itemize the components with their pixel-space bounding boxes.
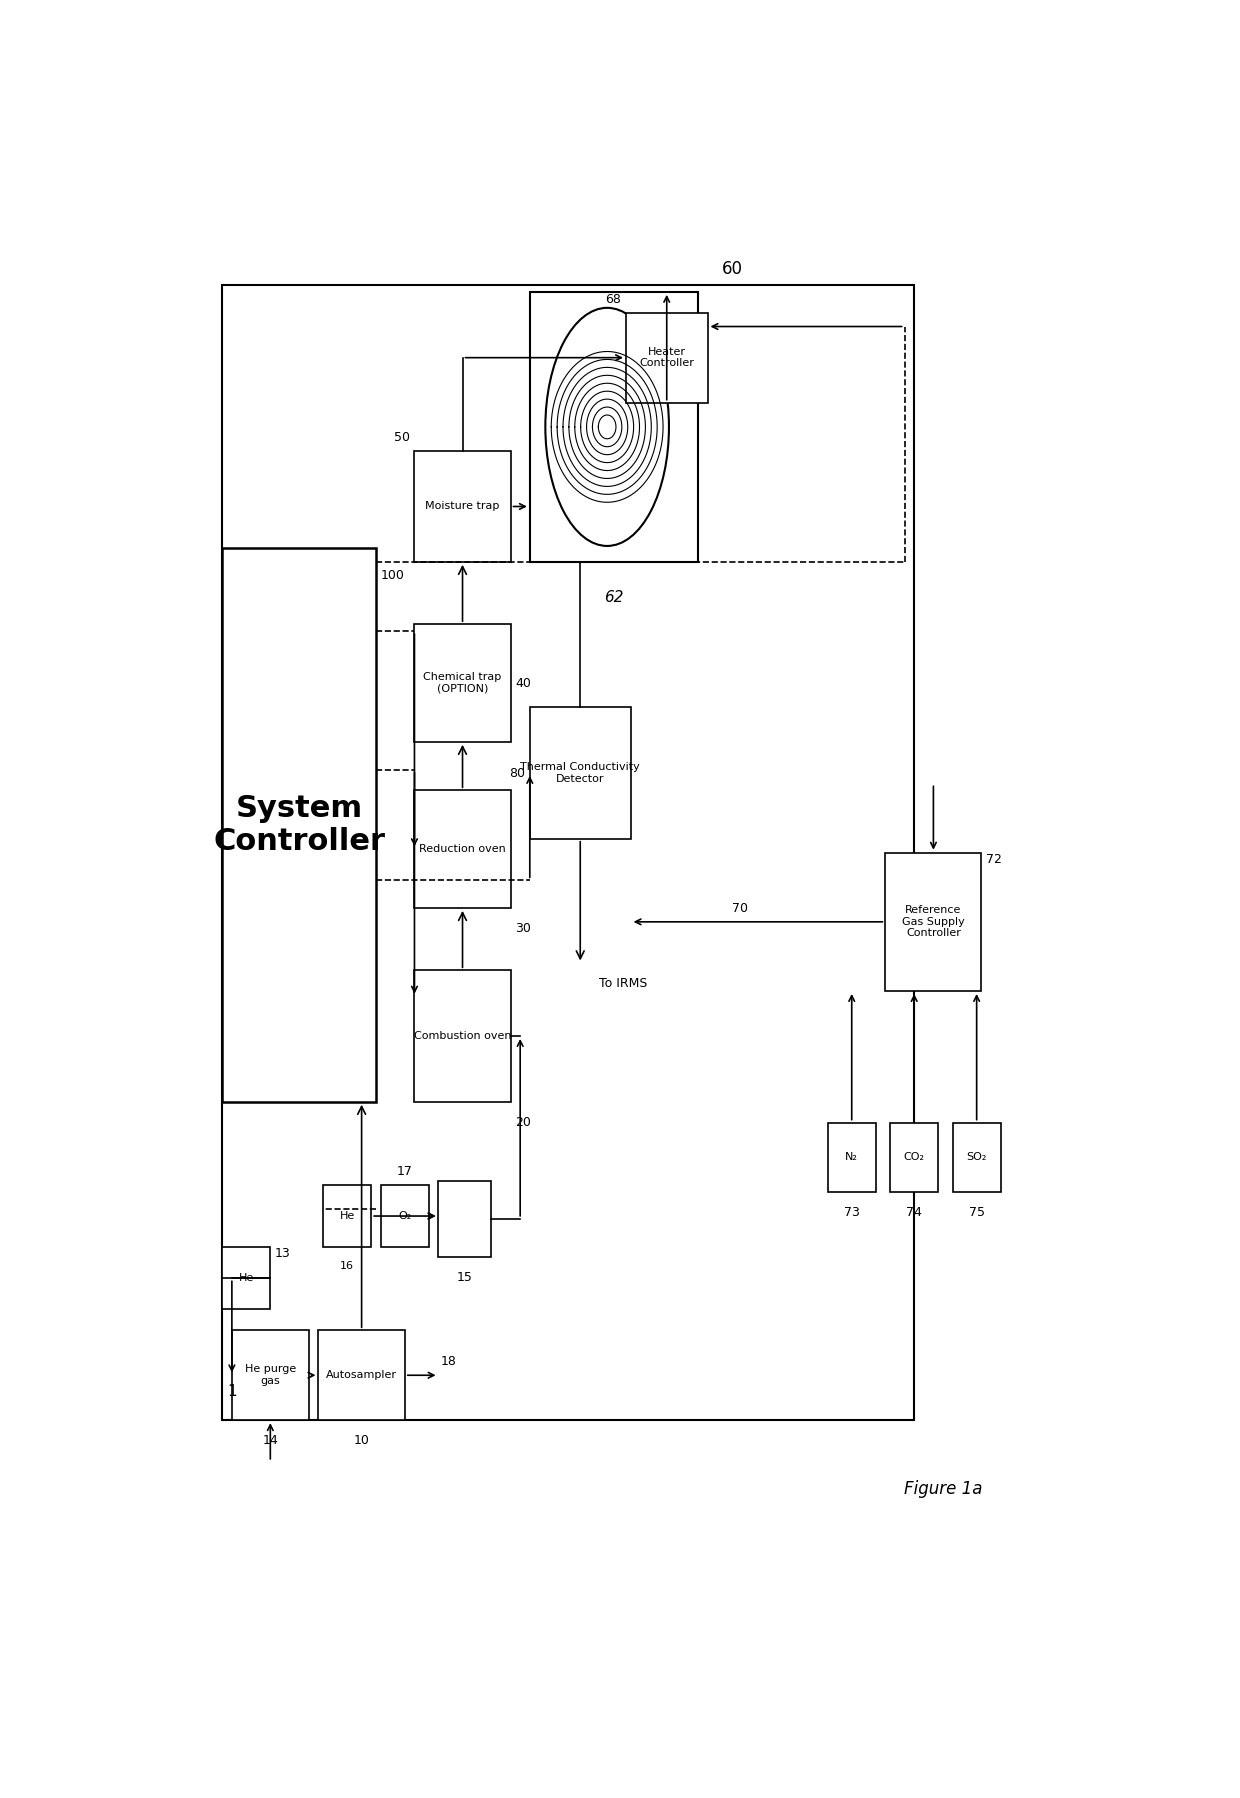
Text: 16: 16 — [340, 1260, 355, 1271]
Text: 1: 1 — [227, 1384, 237, 1399]
Text: Chemical trap
(OPTION): Chemical trap (OPTION) — [423, 672, 502, 694]
Text: 73: 73 — [843, 1206, 859, 1219]
Bar — [890, 1122, 939, 1192]
Bar — [222, 1248, 270, 1309]
Text: He purge
gas: He purge gas — [244, 1365, 296, 1386]
Text: 10: 10 — [353, 1435, 370, 1447]
Bar — [626, 313, 708, 403]
Text: 40: 40 — [516, 676, 531, 689]
Text: 80: 80 — [508, 766, 525, 780]
Text: 20: 20 — [516, 1115, 531, 1129]
Bar — [414, 791, 511, 908]
Text: 30: 30 — [516, 922, 531, 935]
Bar — [414, 451, 511, 561]
Ellipse shape — [546, 307, 668, 547]
Bar — [381, 1185, 429, 1248]
Bar — [319, 1331, 404, 1420]
Bar — [414, 624, 511, 743]
Text: He: He — [238, 1273, 254, 1284]
Text: CO₂: CO₂ — [904, 1153, 925, 1162]
Text: 14: 14 — [263, 1435, 278, 1447]
Bar — [324, 1185, 371, 1248]
Text: He: He — [340, 1212, 355, 1221]
Text: 13: 13 — [275, 1248, 291, 1260]
Bar — [232, 1331, 309, 1420]
Text: Thermal Conductivity
Detector: Thermal Conductivity Detector — [521, 762, 640, 784]
Bar — [414, 971, 511, 1102]
Text: Reference
Gas Supply
Controller: Reference Gas Supply Controller — [901, 904, 965, 939]
Text: 62: 62 — [604, 590, 624, 604]
Bar — [952, 1122, 1001, 1192]
Text: 75: 75 — [968, 1206, 985, 1219]
Text: N₂: N₂ — [846, 1153, 858, 1162]
Bar — [222, 548, 376, 1102]
Text: Moisture trap: Moisture trap — [425, 502, 500, 511]
Text: Figure 1a: Figure 1a — [904, 1480, 982, 1498]
Bar — [439, 1181, 491, 1257]
Text: System
Controller: System Controller — [213, 793, 386, 856]
Text: 68: 68 — [605, 293, 621, 306]
Text: SO₂: SO₂ — [966, 1153, 987, 1162]
Text: 15: 15 — [458, 1271, 472, 1284]
Bar — [222, 284, 914, 1420]
Bar — [529, 707, 631, 838]
Text: Combustion oven: Combustion oven — [414, 1030, 511, 1041]
Text: 72: 72 — [986, 852, 1002, 865]
Text: 50: 50 — [393, 432, 409, 444]
Bar — [529, 291, 698, 561]
Bar — [885, 852, 982, 991]
Text: Heater
Controller: Heater Controller — [640, 347, 694, 369]
Text: 17: 17 — [397, 1165, 413, 1178]
Text: Reduction oven: Reduction oven — [419, 843, 506, 854]
Text: To IRMS: To IRMS — [599, 978, 647, 991]
Text: O₂: O₂ — [398, 1212, 412, 1221]
Bar — [828, 1122, 875, 1192]
Text: Autosampler: Autosampler — [326, 1370, 397, 1381]
Text: 18: 18 — [440, 1356, 456, 1368]
Text: 100: 100 — [381, 568, 404, 583]
Text: 70: 70 — [732, 903, 748, 915]
Text: 74: 74 — [906, 1206, 923, 1219]
Text: 60: 60 — [722, 261, 743, 279]
